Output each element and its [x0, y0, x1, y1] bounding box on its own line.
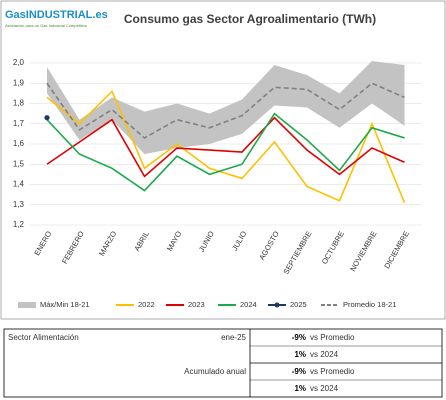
y-tick-label: 1,9: [13, 78, 25, 87]
legend-swatch: [18, 302, 36, 308]
x-tick-label: DICIEMBRE: [382, 229, 411, 270]
change-value: -9%: [292, 367, 306, 376]
x-tick-label: MARZO: [97, 229, 118, 257]
x-tick-label: ABRIL: [132, 229, 151, 252]
x-tick-label: JULIO: [230, 229, 249, 252]
change-value: 1%: [294, 384, 306, 393]
x-tick-label: FEBRERO: [60, 229, 86, 265]
y-tick-label: 2,0: [13, 58, 25, 67]
change-text: vs 2024: [310, 350, 339, 359]
change-text: vs 2024: [310, 384, 339, 393]
y-tick-label: 1,4: [13, 180, 25, 189]
change-text: vs Promedio: [310, 333, 355, 342]
x-tick-label: SEPTIEMBRE: [281, 229, 313, 275]
change-value: -9%: [292, 333, 306, 342]
legend-label: 2023: [188, 300, 205, 309]
x-tick-label: JUNIO: [197, 229, 216, 253]
x-tick-label: ENERO: [32, 229, 53, 257]
legend-label: 2025: [290, 300, 307, 309]
logo-tagline: Asociación para un Gas Industrial Compet…: [5, 23, 88, 28]
legend-label: Máx/Min 18-21: [40, 300, 90, 309]
period-label: ene-25: [221, 333, 246, 342]
series-line: [46, 112, 405, 192]
logo: GasINDUSTRIAL.es: [5, 9, 108, 21]
y-tick-label: 1,5: [13, 159, 25, 168]
x-tick-label: AGOSTO: [257, 229, 281, 261]
legend-label: Promedio 18-21: [343, 300, 396, 309]
legend-label: 2022: [138, 300, 155, 309]
legend-label: 2024: [240, 300, 257, 309]
series-line: [46, 116, 405, 178]
chart-title: Consumo gas Sector Agroalimentario (TWh): [124, 12, 376, 26]
y-tick-label: 1,6: [13, 139, 25, 148]
y-tick-label: 1,8: [13, 99, 25, 108]
series-line: [46, 82, 405, 139]
x-tick-label: OCTUBRE: [320, 229, 346, 265]
change-value: 1%: [294, 350, 306, 359]
x-tick-label: NOVIEMBRE: [348, 229, 378, 272]
sector-label: Sector Alimentación: [8, 333, 79, 342]
legend-marker: [274, 302, 280, 308]
summary-table: Sector Alimentación: [3, 328, 443, 398]
x-tick-label: MAYO: [165, 229, 184, 252]
period-label: Acumulado anual: [184, 367, 246, 376]
y-tick-label: 1,3: [13, 200, 25, 209]
series-marker: [44, 115, 50, 121]
y-tick-label: 1,7: [13, 119, 25, 128]
y-tick-label: 1,2: [13, 220, 25, 229]
change-text: vs Promedio: [310, 367, 355, 376]
range-band: [47, 60, 405, 155]
series-line: [46, 89, 406, 204]
chart-frame: [0, 0, 446, 320]
